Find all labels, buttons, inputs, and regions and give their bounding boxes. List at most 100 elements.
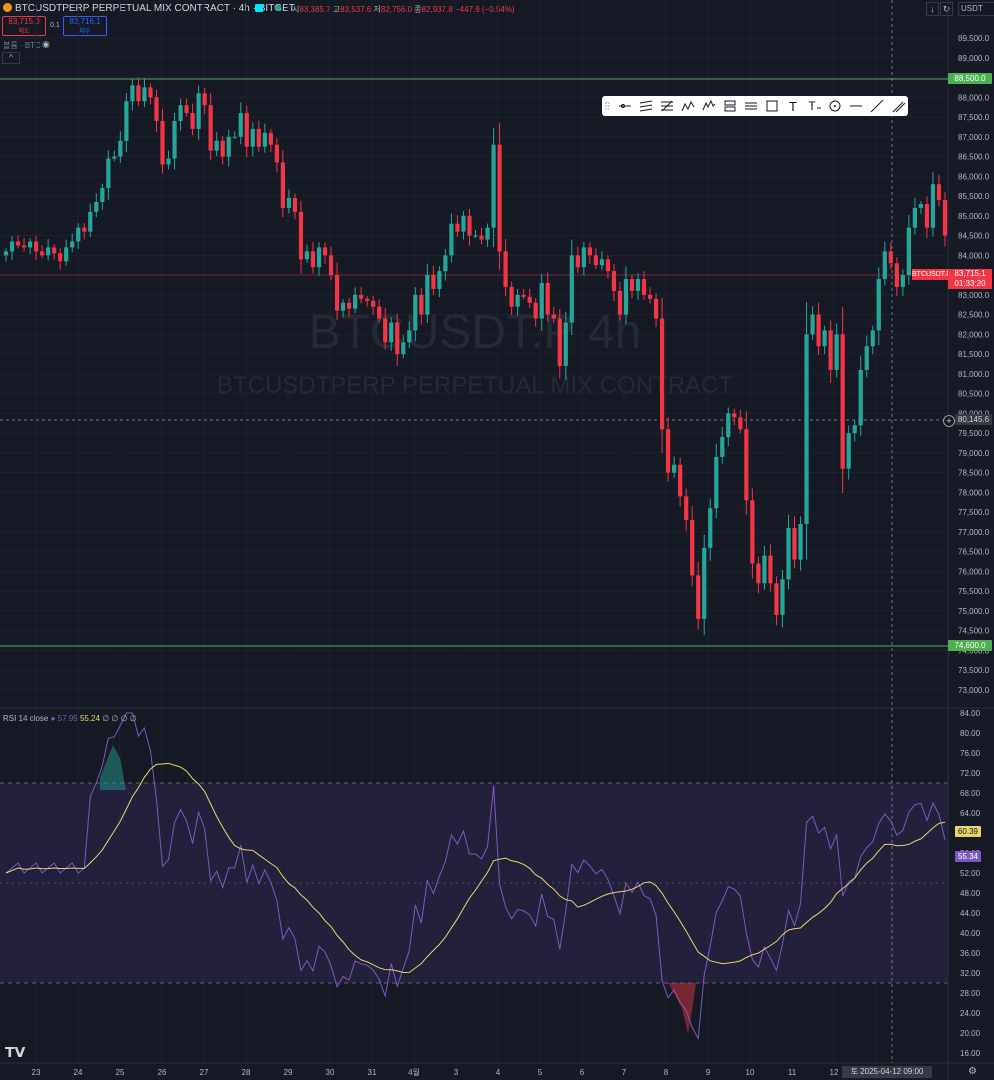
buy-button[interactable]: 83,716.1 매수 [63, 16, 107, 36]
candle-body [178, 105, 183, 121]
currency-selector[interactable]: USDT [958, 2, 994, 16]
candle-body [708, 508, 713, 548]
candle-body [238, 113, 243, 137]
candle-body [82, 227, 87, 232]
candle-body [533, 302, 538, 319]
trend-line-icon[interactable] [869, 98, 885, 114]
tradingview-logo: 𝗧𝗩 [5, 1044, 26, 1060]
buy-price: 83,716.1 [69, 17, 101, 26]
candle-body [666, 429, 671, 473]
candle-body [852, 425, 857, 434]
rsi-settings-icon[interactable]: ● [50, 714, 56, 723]
time-axis-label: 11 [788, 1068, 797, 1077]
symbol-title[interactable]: BTCUSDTPERP PERPETUAL MIX CONTRACT · 4h … [15, 3, 295, 14]
candle-body [924, 203, 930, 228]
bitcoin-logo-icon [3, 3, 12, 12]
candle-body [316, 247, 322, 268]
candle-body [413, 294, 418, 331]
crosshair-add-icon[interactable]: + [943, 415, 955, 427]
price-axis-label: 78,500.0 [958, 469, 990, 478]
candle-body [437, 271, 442, 289]
horizontal-ray-icon[interactable] [617, 98, 633, 114]
ray-icon[interactable] [890, 98, 906, 114]
candle-body [340, 302, 346, 311]
price-axis-label: 82,000.0 [958, 330, 990, 339]
candle-body [828, 330, 833, 370]
time-axis-label: 27 [200, 1068, 209, 1077]
crosshair-price-label: 80,145.6 [955, 414, 992, 425]
rsi-axis-label: 84.00 [960, 709, 981, 718]
candle-body [401, 342, 406, 355]
close-value: 82,937.8 [421, 5, 453, 14]
resistance-price-label: 88,500.0 [948, 73, 992, 84]
time-axis-label: 12 [830, 1068, 839, 1077]
candle-body [912, 207, 918, 228]
candle-body [262, 132, 267, 147]
candle-body [473, 235, 478, 237]
candle-body [58, 253, 63, 262]
time-axis-label: 24 [74, 1068, 83, 1077]
candle-body [509, 286, 514, 307]
chart-header: BTCUSDTPERP PERPETUAL MIX CONTRACT · 4h … [0, 0, 994, 16]
candle-body [684, 496, 689, 521]
rsi-axis-label: 36.00 [960, 949, 981, 958]
volume-legend[interactable]: 볼륨 · BTC [3, 41, 41, 50]
drawing-toolbar[interactable]: T T [602, 96, 908, 116]
rsi-extra-values: ∅ ∅ ∅ ∅ [102, 714, 137, 723]
anchored-text-icon[interactable]: T [806, 98, 822, 114]
drag-handle-icon[interactable] [604, 98, 610, 114]
time-axis-label: 9 [706, 1068, 711, 1077]
parallel-channel-icon[interactable] [638, 98, 654, 114]
candle-body [527, 296, 532, 303]
price-axis-label: 78,000.0 [958, 488, 990, 497]
sell-button[interactable]: 83,715.0 매도 [2, 16, 46, 36]
candle-body [906, 227, 911, 276]
svg-text:T: T [808, 99, 816, 113]
time-axis-label: 7 [622, 1068, 627, 1077]
elliott-wave-icon[interactable] [701, 98, 717, 114]
candle-body [702, 547, 707, 619]
zigzag-pattern-icon[interactable] [680, 98, 696, 114]
rsi-axis: 84.0080.0076.0072.0068.0064.0060.0056.00… [960, 709, 981, 1058]
candle-body [774, 583, 779, 615]
candle-body [455, 223, 460, 232]
rsi-axis-label: 72.00 [960, 769, 981, 778]
short-position-icon[interactable] [743, 98, 759, 114]
eye-icon[interactable]: ◉ [42, 39, 50, 49]
svg-text:T: T [789, 99, 797, 114]
chart-settings-icon[interactable]: ⚙ [968, 1066, 977, 1077]
candle-body [21, 245, 27, 248]
rsi-oversold-fill [668, 983, 696, 1034]
candle-body [94, 201, 99, 212]
rsi-axis-label: 40.00 [960, 929, 981, 938]
horizontal-line-icon[interactable] [848, 98, 864, 114]
candle-body [328, 255, 334, 276]
candle-body [738, 417, 743, 430]
price-axis-label: 74,500.0 [958, 627, 990, 636]
candle-body [196, 93, 201, 129]
price-axis-label: 83,000.0 [958, 291, 990, 300]
candle-body [142, 87, 147, 102]
candle-body [569, 255, 574, 323]
long-position-icon[interactable] [722, 98, 738, 114]
text-tool-icon[interactable]: T [785, 98, 801, 114]
rsi-axis-label: 32.00 [960, 969, 981, 978]
refresh-icon[interactable]: ↻ [940, 2, 953, 16]
download-icon[interactable]: ↓ [926, 2, 939, 16]
candle-body [154, 97, 159, 121]
time-axis-label: 26 [158, 1068, 167, 1077]
candle-body [810, 314, 815, 335]
price-axis-label: 87,500.0 [958, 113, 990, 122]
rectangle-icon[interactable] [764, 98, 780, 114]
rsi-legend[interactable]: RSI 14 close ● 57.95 55.24 ∅ ∅ ∅ ∅ [3, 714, 137, 723]
price-axis-label: 89,000.0 [958, 54, 990, 63]
open-label: 시 [292, 5, 300, 14]
circle-icon[interactable] [827, 98, 843, 114]
fib-retracement-icon[interactable] [659, 98, 675, 114]
candle-body [244, 113, 249, 147]
change-value: −447.9 (−0.54%) [455, 5, 515, 14]
watermark-name: BTCUSDTPERP PERPETUAL MIX CONTRACT [217, 372, 733, 399]
market-status-icon[interactable] [275, 5, 281, 11]
exchange-badge-icon [255, 4, 263, 12]
